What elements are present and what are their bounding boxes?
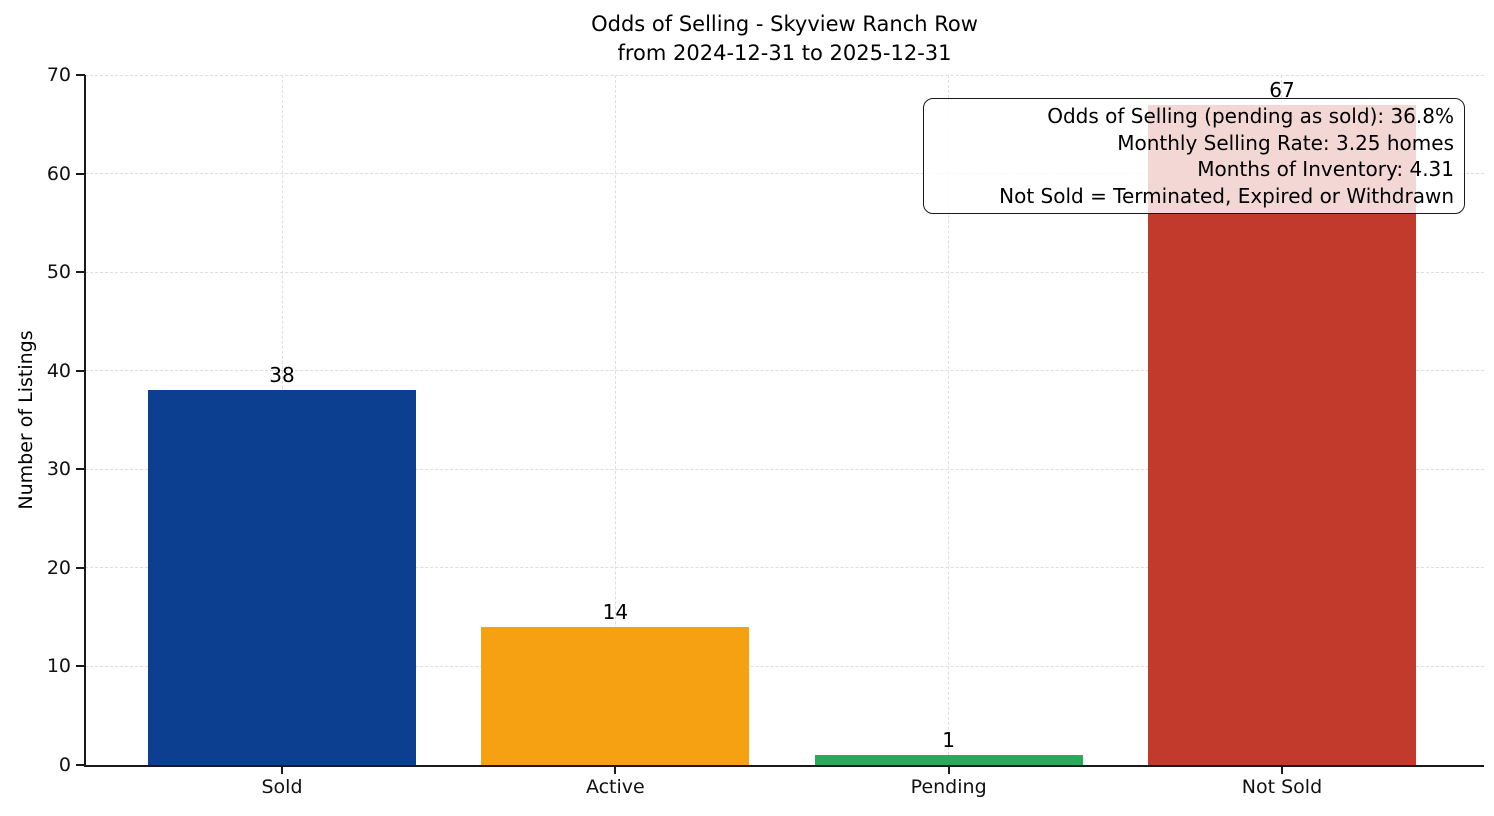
bar-sold <box>148 390 416 765</box>
y-tick-mark <box>76 468 85 471</box>
chart-title-line1: Odds of Selling - Skyview Ranch Row <box>591 12 978 36</box>
bar-not-sold <box>1147 104 1416 765</box>
y-tick-mark <box>76 172 85 175</box>
y-tick-label: 70 <box>46 64 71 86</box>
y-axis-spine <box>83 75 86 767</box>
x-category-label: Active <box>585 776 645 798</box>
x-category-label: Not Sold <box>1241 776 1323 798</box>
bar-value-label: 14 <box>602 600 629 624</box>
y-tick-mark <box>76 369 85 372</box>
annotation-not-sold-definition: Not Sold = Terminated, Expired or Withdr… <box>999 183 1454 208</box>
bar-active <box>481 627 750 765</box>
plot-area: 0 10 20 30 40 50 60 70 38 Sold 14 Active 1 Pending 67 N… <box>47 64 1484 798</box>
y-tick-label: 60 <box>46 162 71 185</box>
y-gridline <box>85 74 1484 76</box>
x-tick-mark <box>947 765 950 774</box>
y-gridline <box>85 370 1484 372</box>
y-tick-mark <box>76 764 85 766</box>
y-tick-label: 10 <box>46 655 71 678</box>
bar-value-label: 38 <box>269 363 295 388</box>
x-gridline <box>614 75 616 765</box>
y-tick-label: 30 <box>46 458 71 481</box>
y-gridline <box>85 468 1484 470</box>
y-tick-mark <box>76 665 85 668</box>
chart-title-line2: from 2024-12-31 to 2025-12-31 <box>617 41 952 65</box>
x-tick-mark <box>614 765 617 774</box>
y-tick-mark <box>76 74 85 76</box>
x-tick-mark <box>281 765 283 774</box>
chart-title: Odds of Selling - Skyview Ranch Row from… <box>85 10 1484 68</box>
y-tick-label: 20 <box>46 556 71 579</box>
annotation-monthly-selling-rate: Monthly Selling Rate: 3.25 homes <box>1117 130 1454 155</box>
x-category-label: Sold <box>261 776 303 798</box>
annotation-box: Odds of Selling (pending as sold): 36.8%… <box>923 98 1465 214</box>
bar-pending <box>814 755 1083 765</box>
y-tick-mark <box>76 566 85 569</box>
y-gridline <box>85 271 1484 273</box>
x-axis-spine <box>83 765 1484 767</box>
annotation-odds-of-selling: Odds of Selling (pending as sold): 36.8% <box>1047 104 1454 128</box>
x-category-label: Pending <box>910 776 987 798</box>
annotation-months-of-inventory: Months of Inventory: 4.31 <box>1197 157 1454 181</box>
x-tick-mark <box>1280 765 1283 774</box>
x-gridline <box>948 75 950 765</box>
y-gridline <box>85 567 1484 569</box>
y-gridline <box>85 173 1484 175</box>
bar-value-label: 1 <box>942 728 956 753</box>
y-tick-label: 50 <box>46 261 71 284</box>
y-gridline <box>85 665 1484 667</box>
bar-value-label: 67 <box>1269 77 1295 102</box>
y-tick-label: 0 <box>58 754 71 776</box>
y-tick-mark <box>76 271 85 274</box>
y-tick-label: 40 <box>46 359 71 382</box>
